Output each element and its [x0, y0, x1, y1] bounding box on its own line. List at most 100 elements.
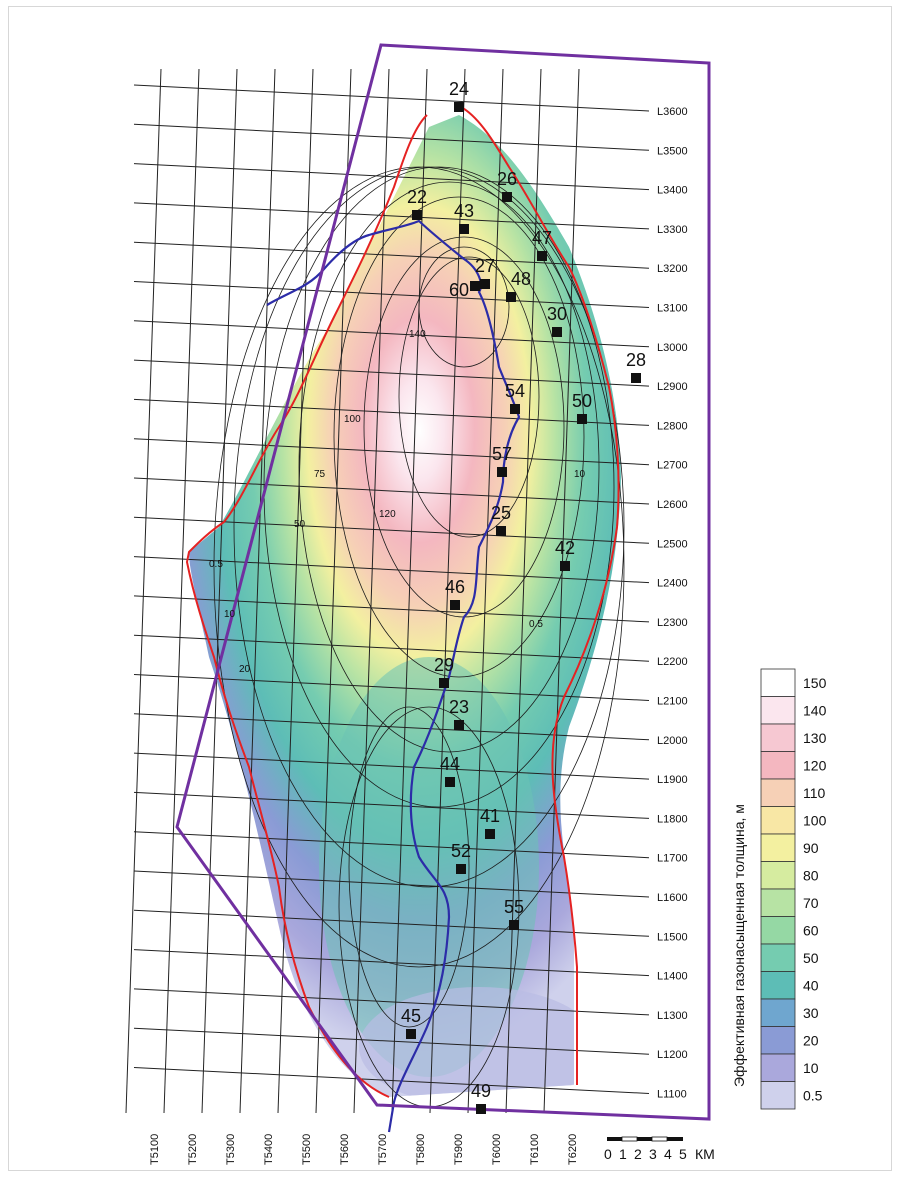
survey-grid: [125, 68, 650, 1114]
legend-value: 20: [803, 1032, 819, 1048]
scale-tick: 1: [619, 1146, 627, 1162]
contour-value: 20: [239, 664, 251, 675]
well-marker: [509, 920, 519, 930]
legend-value: 50: [803, 950, 819, 966]
legend-swatch: [760, 668, 796, 697]
row-label: L1100: [657, 1089, 687, 1101]
well-marker: [456, 864, 466, 874]
contour-line: [233, 166, 625, 888]
row-label: L2100: [657, 696, 688, 708]
row-label: L1200: [657, 1049, 688, 1061]
well-marker: [552, 327, 562, 337]
well-marker: [502, 192, 512, 202]
contour-line: [398, 256, 540, 538]
well-label: 24: [449, 79, 469, 99]
row-label: L3400: [657, 185, 688, 197]
row-label: L2600: [657, 499, 688, 511]
row-label: L1500: [657, 931, 688, 943]
scale-tick: 0: [604, 1146, 612, 1162]
well-marker: [497, 467, 507, 477]
column-label: T5500: [301, 1134, 313, 1165]
legend-swatch: [760, 861, 796, 890]
legend-swatch: [760, 971, 796, 1000]
contour-line: [348, 706, 470, 1028]
well-label: 49: [471, 1081, 491, 1101]
well-label: 41: [480, 806, 500, 826]
well-marker: [631, 373, 641, 383]
legend-swatch: [760, 778, 796, 807]
column-label: T5800: [415, 1134, 427, 1165]
column-label: T5400: [263, 1134, 275, 1165]
scale-tick: 4: [664, 1146, 672, 1162]
contour-line: [263, 166, 615, 808]
well-label: 22: [407, 187, 427, 207]
well-marker: [412, 210, 422, 220]
well-marker: [506, 292, 516, 302]
contour-value: 10: [574, 469, 586, 480]
row-label: L2500: [657, 538, 688, 550]
zero-thickness-line: [185, 106, 620, 1098]
contour-value: 10: [224, 609, 236, 620]
well-label: 23: [449, 697, 469, 717]
well-marker: [406, 1029, 416, 1039]
well-label: 44: [440, 754, 460, 774]
row-label: L3200: [657, 263, 688, 275]
well-marker: [450, 600, 460, 610]
column-labels: T5100 T5200 T5300 T5400 T5500 T5600 T5700 T5800…: [149, 1134, 579, 1165]
legend-value: 10: [803, 1060, 819, 1076]
legend-value: 80: [803, 867, 819, 883]
legend-swatch: [760, 751, 796, 780]
legend-swatch: [760, 1053, 796, 1082]
well-marker: [439, 678, 449, 688]
contour-value: 120: [379, 509, 396, 520]
row-label: L2700: [657, 460, 688, 472]
well-marker: [454, 720, 464, 730]
legend-value: 30: [803, 1005, 819, 1021]
column-label: T5100: [149, 1134, 161, 1165]
well-label: 42: [555, 538, 575, 558]
well-label: 48: [511, 269, 531, 289]
well-label: 45: [401, 1006, 421, 1026]
row-label: L3500: [657, 145, 688, 157]
scale-unit: КМ: [695, 1146, 715, 1162]
map-frame: L3600 L3500 L3400 L3300 L3200 L3100 L3000 L2900…: [8, 6, 892, 1171]
scale-tick: 5: [679, 1146, 687, 1162]
well-marker: [454, 102, 464, 112]
well-marker: [560, 561, 570, 571]
well-label: 30: [547, 304, 567, 324]
well-marker: [510, 404, 520, 414]
row-label: L1300: [657, 1010, 688, 1022]
legend-swatch: [760, 1081, 796, 1110]
row-label: L3100: [657, 303, 688, 315]
legend-swatch: [760, 806, 796, 835]
column-label: T5200: [187, 1134, 199, 1165]
well-marker: [577, 414, 587, 424]
well-marker: [445, 777, 455, 787]
row-label: L1400: [657, 971, 688, 983]
well-marker: [459, 224, 469, 234]
column-label: T6200: [567, 1134, 579, 1165]
legend-value: 110: [803, 785, 826, 801]
legend-swatch: [760, 833, 796, 862]
legend-value: 70: [803, 895, 819, 911]
well-marker: [496, 526, 506, 536]
row-label: L2800: [657, 420, 688, 432]
legend-swatch: [760, 916, 796, 945]
row-label: L3000: [657, 342, 688, 354]
legend-swatch: [760, 723, 796, 752]
row-label: L3300: [657, 224, 688, 236]
row-label: L1900: [657, 774, 688, 786]
contour-value: 75: [314, 469, 326, 480]
legend-swatch: [760, 888, 796, 917]
row-label: L3600: [657, 106, 688, 118]
well-label: 47: [532, 228, 552, 248]
legend-value: 120: [803, 757, 827, 773]
well-label: 55: [504, 897, 524, 917]
row-label: L2900: [657, 381, 688, 393]
row-label: L2300: [657, 617, 688, 629]
well-label: 52: [451, 841, 471, 861]
gas-thickness-map: L3600 L3500 L3400 L3300 L3200 L3100 L3000 L2900…: [125, 43, 827, 1165]
license-boundary: [175, 43, 711, 1121]
well-marker: [485, 829, 495, 839]
legend-value: 60: [803, 922, 819, 938]
